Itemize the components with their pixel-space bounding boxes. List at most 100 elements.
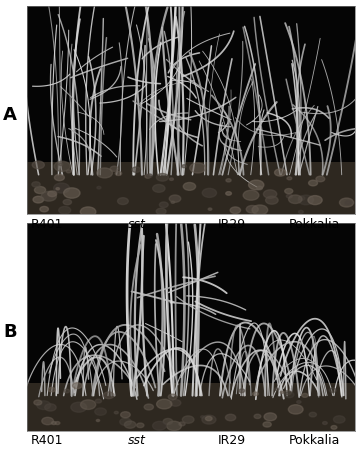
Circle shape xyxy=(33,196,44,203)
Circle shape xyxy=(159,202,168,208)
Circle shape xyxy=(64,389,70,393)
Circle shape xyxy=(163,418,173,424)
Circle shape xyxy=(182,416,194,423)
Circle shape xyxy=(263,422,271,427)
Circle shape xyxy=(59,206,71,214)
Circle shape xyxy=(169,195,181,202)
Circle shape xyxy=(103,392,114,398)
Circle shape xyxy=(275,169,286,176)
Circle shape xyxy=(340,198,354,207)
Circle shape xyxy=(252,205,268,215)
Circle shape xyxy=(168,394,177,399)
Circle shape xyxy=(285,188,293,194)
Circle shape xyxy=(95,408,106,415)
Circle shape xyxy=(183,182,196,190)
Circle shape xyxy=(264,413,276,421)
Circle shape xyxy=(239,389,245,393)
Circle shape xyxy=(280,391,284,393)
Circle shape xyxy=(329,388,336,392)
Circle shape xyxy=(288,405,303,414)
Circle shape xyxy=(253,392,258,396)
Circle shape xyxy=(179,422,185,426)
Circle shape xyxy=(202,188,216,197)
Circle shape xyxy=(80,207,96,217)
Circle shape xyxy=(334,416,345,423)
Text: R401: R401 xyxy=(31,218,63,231)
Circle shape xyxy=(208,208,212,210)
Circle shape xyxy=(323,422,327,424)
Circle shape xyxy=(153,422,166,430)
Circle shape xyxy=(287,177,292,180)
Circle shape xyxy=(226,192,232,195)
Circle shape xyxy=(124,421,136,428)
Circle shape xyxy=(275,388,279,390)
Circle shape xyxy=(41,191,56,201)
Text: sst: sst xyxy=(127,218,145,231)
Circle shape xyxy=(167,421,181,430)
Circle shape xyxy=(71,402,87,412)
Circle shape xyxy=(331,425,337,429)
Circle shape xyxy=(345,201,351,204)
Circle shape xyxy=(32,161,45,169)
Circle shape xyxy=(34,187,46,194)
Circle shape xyxy=(299,196,305,200)
Circle shape xyxy=(302,393,308,398)
Circle shape xyxy=(201,416,205,418)
Circle shape xyxy=(56,187,60,190)
Circle shape xyxy=(96,420,100,422)
Circle shape xyxy=(202,415,216,424)
Circle shape xyxy=(40,206,48,212)
Circle shape xyxy=(117,198,128,204)
Text: Pokkalia: Pokkalia xyxy=(288,218,340,231)
Circle shape xyxy=(316,176,325,182)
Circle shape xyxy=(145,175,150,178)
Circle shape xyxy=(182,165,187,168)
Circle shape xyxy=(264,190,277,198)
Circle shape xyxy=(190,163,206,173)
Circle shape xyxy=(110,166,118,171)
Circle shape xyxy=(297,401,301,403)
Circle shape xyxy=(298,211,303,213)
Circle shape xyxy=(146,174,152,178)
Circle shape xyxy=(54,161,70,171)
Circle shape xyxy=(80,400,96,409)
Circle shape xyxy=(246,205,258,213)
Circle shape xyxy=(157,399,172,409)
Circle shape xyxy=(63,199,71,205)
Circle shape xyxy=(308,195,322,204)
Circle shape xyxy=(34,400,42,405)
Circle shape xyxy=(257,186,262,190)
Circle shape xyxy=(225,414,236,421)
Circle shape xyxy=(95,399,102,403)
Circle shape xyxy=(64,188,80,198)
Circle shape xyxy=(254,414,261,419)
Circle shape xyxy=(205,416,212,421)
Circle shape xyxy=(137,423,144,428)
Circle shape xyxy=(59,163,63,166)
Circle shape xyxy=(153,185,165,192)
Circle shape xyxy=(226,179,231,182)
Circle shape xyxy=(309,412,317,417)
Circle shape xyxy=(169,178,173,180)
Circle shape xyxy=(284,390,291,395)
Circle shape xyxy=(156,208,166,214)
Circle shape xyxy=(73,383,82,389)
Circle shape xyxy=(309,180,318,186)
Circle shape xyxy=(115,171,122,176)
Circle shape xyxy=(284,392,294,398)
Circle shape xyxy=(266,196,278,204)
Text: Pokkalia: Pokkalia xyxy=(288,434,340,447)
Text: B: B xyxy=(3,323,17,341)
Circle shape xyxy=(48,388,55,392)
Text: IR29: IR29 xyxy=(218,434,246,447)
Circle shape xyxy=(97,187,101,189)
Circle shape xyxy=(286,194,292,198)
Circle shape xyxy=(37,401,51,410)
Circle shape xyxy=(298,195,313,205)
Circle shape xyxy=(157,173,168,181)
Circle shape xyxy=(51,422,56,424)
Text: sst: sst xyxy=(127,434,145,447)
Circle shape xyxy=(121,412,130,418)
Circle shape xyxy=(114,411,118,414)
Circle shape xyxy=(289,195,302,203)
